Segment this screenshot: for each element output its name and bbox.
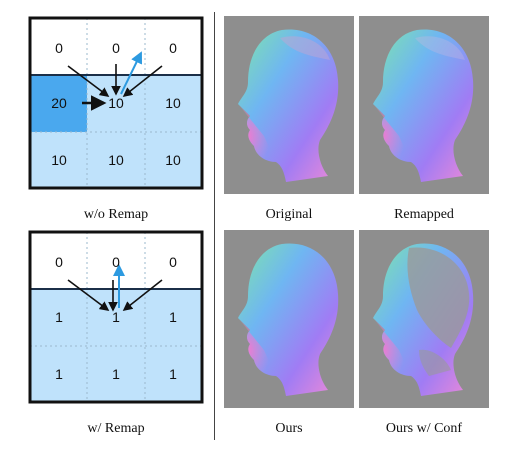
grid-with-remap: 0 0 0 1 1 1 1 1 1 [28,230,204,404]
caption-remapped: Remapped [394,207,454,222]
cell-r2c0: 10 [51,152,67,168]
arrow-diag-right [122,65,163,97]
image-ours [224,230,354,408]
vertical-divider [214,12,215,440]
caption-with-remap: w/ Remap [87,421,145,436]
cell-r1c2: 1 [169,309,177,325]
cell-r1c1: 10 [108,95,124,111]
cell-r0c1: 0 [112,40,120,56]
caption-without-remap: w/o Remap [83,207,149,222]
cell-r0c0: 0 [55,254,63,270]
cell-r0c2: 0 [169,40,177,56]
caption-ours-with-conf: Ours w/ Conf [385,421,463,436]
cell-r2c1: 10 [108,152,124,168]
cell-r1c1: 1 [112,309,120,325]
cell-r2c2: 10 [165,152,181,168]
cell-r2c1: 1 [112,366,120,382]
arrow-diag-left [67,279,110,311]
highlight-cell [30,75,87,132]
image-remapped [359,16,489,194]
arrow-diag-right [122,279,163,311]
image-original [224,16,354,194]
cell-r1c2: 10 [165,95,181,111]
image-ours-with-conf [359,230,489,408]
cell-r1c0: 1 [55,309,63,325]
cell-r0c2: 0 [169,254,177,270]
caption-original: Original [265,207,313,222]
cell-r2c0: 1 [55,366,63,382]
grid-without-remap: 0 0 0 20 10 10 10 10 10 [28,16,204,190]
cell-r2c2: 1 [169,366,177,382]
empty-row [30,232,202,289]
cell-r0c1: 0 [112,254,120,270]
cell-r0c0: 0 [55,40,63,56]
arrow-blue-result [120,51,143,95]
caption-ours: Ours [275,421,303,436]
arrow-diag-left [67,65,110,97]
cell-r1c0: 20 [51,95,67,111]
